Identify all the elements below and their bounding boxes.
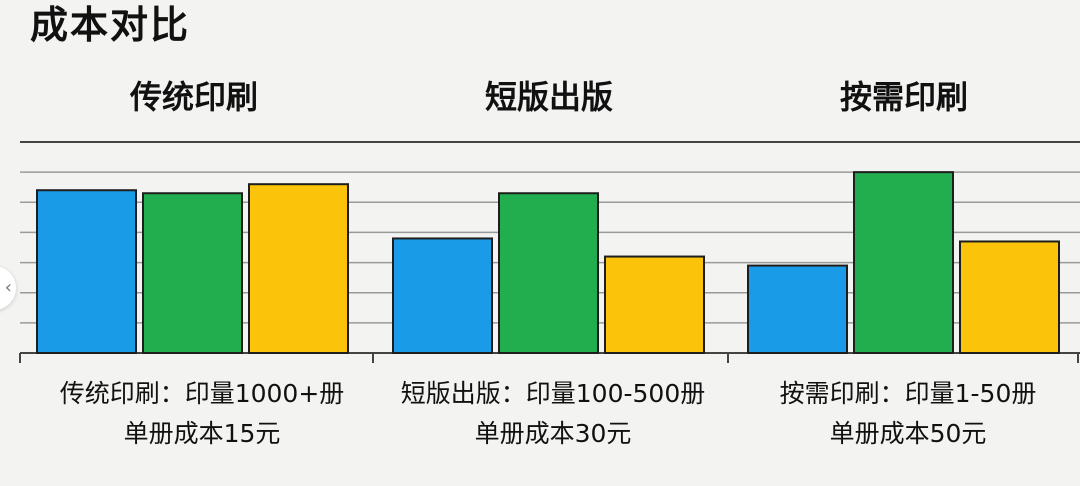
bar bbox=[747, 264, 848, 355]
bar bbox=[142, 192, 243, 354]
caption-volume: 短版出版：印量100-500册 bbox=[400, 379, 706, 408]
caption-volume: 传统印刷：印量1000+册 bbox=[59, 379, 345, 408]
bar bbox=[959, 240, 1060, 355]
caption-unit-cost: 单册成本15元 bbox=[123, 419, 281, 448]
caption-on-demand: 按需印刷：印量1-50册 单册成本50元 bbox=[728, 374, 1080, 454]
bar bbox=[853, 171, 954, 354]
bar bbox=[498, 192, 599, 354]
caption-volume: 按需印刷：印量1-50册 bbox=[779, 379, 1037, 408]
caption-unit-cost: 单册成本30元 bbox=[474, 419, 632, 448]
chevron-left-icon[interactable]: ‹ bbox=[0, 266, 16, 310]
page-title: 成本对比 bbox=[30, 3, 191, 47]
caption-short-run: 短版出版：印量100-500册 单册成本30元 bbox=[373, 374, 733, 454]
bar bbox=[604, 255, 705, 354]
group-title-on-demand: 按需印刷 bbox=[839, 78, 968, 116]
caption-unit-cost: 单册成本50元 bbox=[829, 419, 987, 448]
bar bbox=[392, 237, 493, 354]
group-title-traditional: 传统印刷 bbox=[129, 78, 258, 116]
bar bbox=[36, 189, 137, 354]
caption-traditional: 传统印刷：印量1000+册 单册成本15元 bbox=[22, 374, 382, 454]
group-title-short-run: 短版出版 bbox=[484, 78, 613, 116]
bar bbox=[248, 183, 349, 354]
